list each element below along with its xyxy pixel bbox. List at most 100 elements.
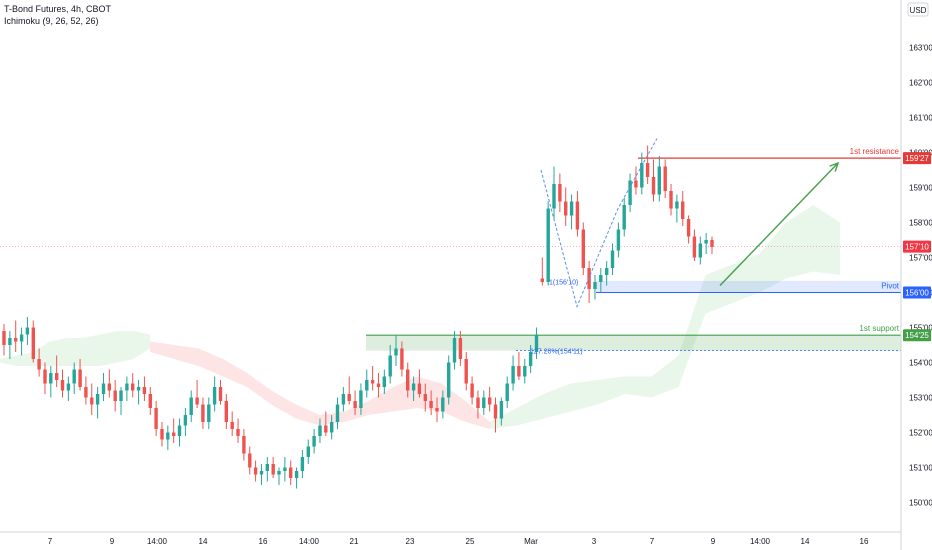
ichimoku-cloud — [0, 205, 840, 429]
x-tick-label-2: 14:00 — [147, 537, 168, 546]
candle-body-74 — [435, 408, 439, 412]
candle-body-92 — [540, 278, 544, 282]
candle-body-58 — [341, 394, 346, 405]
y-tick-label-8: 158'00 — [909, 219, 932, 228]
candle-body-0 — [2, 331, 6, 345]
candle-body-119 — [698, 243, 702, 258]
candle-body-45 — [265, 464, 269, 471]
x-tick-label-1: 9 — [110, 537, 115, 546]
candle-body-65 — [382, 376, 386, 387]
current-price-tag-text: 157'10 — [905, 243, 929, 252]
candle-body-68 — [400, 348, 404, 370]
support-price-tag-text: 154'25 — [905, 331, 929, 340]
candle-body-49 — [289, 467, 293, 478]
candle-body-48 — [283, 467, 287, 471]
candle-body-4 — [25, 327, 30, 335]
candle-body-41 — [242, 436, 246, 454]
candle-body-105 — [616, 229, 621, 251]
candle-body-9 — [55, 373, 59, 380]
candles-layer — [2, 145, 714, 489]
support-zone — [366, 335, 901, 351]
candle-body-102 — [599, 275, 603, 282]
candle-body-84 — [493, 404, 498, 419]
level-label-1: Pivot — [881, 282, 900, 291]
candle-body-91 — [534, 334, 539, 352]
support-price-tag-bg — [903, 329, 931, 342]
candle-body-20 — [119, 390, 123, 401]
y-tick-label-9: 159'00 — [909, 184, 932, 193]
level-label-2: 1st support — [859, 324, 899, 333]
candle-body-26 — [154, 408, 158, 429]
indicator-label: Ichimoku (9, 26, 52, 26) — [4, 16, 99, 26]
x-tick-label-13: 14:00 — [750, 537, 771, 546]
candle-body-95 — [558, 184, 562, 202]
candle-body-14 — [84, 387, 88, 398]
candle-body-121 — [710, 240, 714, 247]
candle-body-83 — [488, 397, 492, 405]
resistance-price-tag-bg — [903, 152, 931, 165]
candle-body-27 — [160, 429, 164, 440]
candle-body-2 — [14, 338, 18, 342]
candle-body-73 — [429, 401, 433, 408]
candle-body-25 — [148, 394, 152, 408]
candle-body-71 — [417, 383, 422, 394]
candle-body-59 — [347, 394, 351, 401]
candle-body-114 — [669, 191, 673, 209]
y-tick-label-4: 154'00 — [909, 359, 932, 368]
pivot-price-tag-text: 156'00 — [905, 289, 929, 298]
candle-body-47 — [277, 471, 281, 475]
candle-body-66 — [388, 355, 392, 377]
candle-body-30 — [177, 425, 182, 436]
fib-label-0: 1(156'10) — [549, 280, 578, 287]
x-tick-label-5: 14:00 — [299, 537, 320, 546]
candle-body-118 — [692, 236, 697, 258]
candle-body-34 — [201, 404, 205, 422]
pivot-price-tag-bg — [903, 286, 931, 299]
candle-body-46 — [271, 464, 275, 475]
candle-body-101 — [593, 282, 597, 289]
y-tick-label-13: 163'00 — [909, 44, 932, 53]
candle-body-81 — [476, 397, 480, 408]
candle-body-110 — [645, 163, 650, 177]
candle-body-111 — [651, 177, 656, 195]
x-tick-label-0: 7 — [48, 537, 53, 546]
candle-body-40 — [236, 429, 240, 436]
candle-body-120 — [704, 240, 708, 244]
candle-body-72 — [423, 394, 427, 401]
y-tick-label-5: 155'00 — [909, 324, 932, 333]
candle-body-1 — [8, 338, 12, 345]
candle-body-8 — [49, 373, 53, 384]
candle-body-97 — [569, 201, 574, 216]
y-tick-label-7: 157'00 — [909, 254, 932, 263]
candle-body-44 — [259, 471, 264, 475]
candle-body-107 — [628, 180, 632, 205]
x-tick-label-10: 3 — [592, 537, 597, 546]
annotation-layer: 1(156'10) 127.20%(154'11) — [530, 138, 840, 356]
candle-body-98 — [575, 201, 580, 230]
candle-body-50 — [294, 471, 299, 478]
candle-body-11 — [66, 383, 71, 391]
candle-body-17 — [101, 383, 106, 394]
candle-body-77 — [452, 338, 457, 363]
candle-body-96 — [564, 201, 568, 216]
projection-arrow-head — [829, 161, 840, 172]
candle-body-52 — [306, 446, 310, 457]
x-tick-label-12: 9 — [711, 537, 716, 546]
candle-body-82 — [482, 397, 486, 408]
y-tick-label-3: 153'00 — [909, 394, 932, 403]
x-tick-label-6: 21 — [350, 537, 359, 546]
projection-arrow-line — [719, 162, 839, 286]
candle-body-106 — [622, 205, 626, 230]
candle-body-70 — [411, 383, 416, 391]
y-tick-label-0: 150'00 — [909, 499, 932, 508]
candle-body-94 — [552, 184, 556, 209]
candle-body-29 — [172, 432, 176, 436]
currency-badge[interactable] — [907, 2, 929, 17]
pivot-zone — [596, 280, 901, 293]
candle-body-103 — [605, 268, 609, 275]
chart-title: T-Bond Futures, 4h, CBOT — [4, 4, 112, 14]
candle-body-93 — [546, 208, 550, 282]
candle-body-23 — [136, 387, 141, 391]
x-tick-label-11: 7 — [650, 537, 655, 546]
